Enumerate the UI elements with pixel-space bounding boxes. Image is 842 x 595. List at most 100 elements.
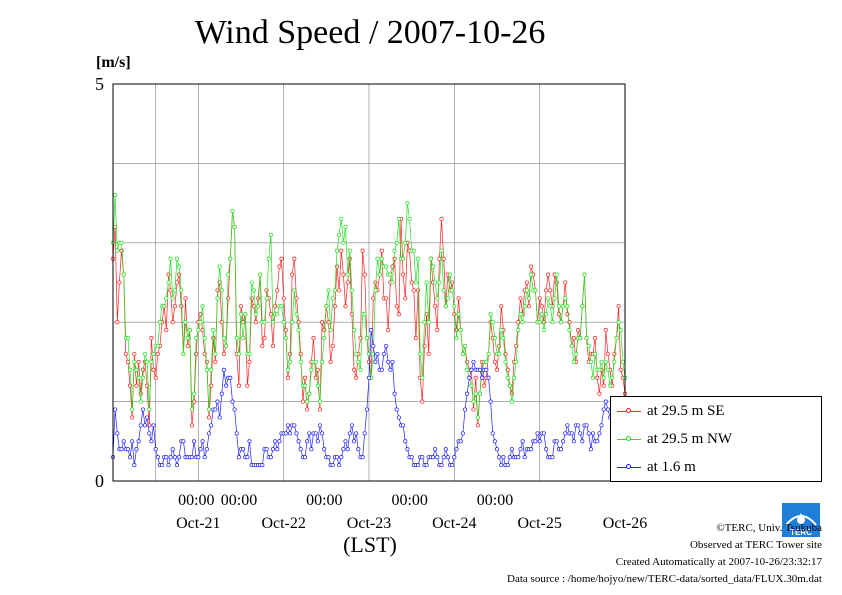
- data-point-low: [192, 439, 197, 444]
- data-point-nw: [435, 296, 440, 301]
- data-point-low: [565, 423, 570, 428]
- data-point-nw: [347, 248, 352, 253]
- data-point-nw: [418, 351, 423, 357]
- data-point-low: [563, 431, 568, 436]
- data-point-nw: [275, 312, 280, 317]
- data-point-se: [206, 415, 212, 420]
- data-point-low: [465, 391, 470, 396]
- data-point-se: [554, 280, 559, 285]
- x-tick-date-label: Oct-26: [603, 515, 647, 532]
- data-point-nw: [226, 272, 231, 277]
- data-point-nw: [285, 367, 290, 372]
- data-point-nw: [215, 296, 220, 301]
- data-point-nw: [253, 312, 258, 317]
- data-point-nw: [362, 312, 367, 317]
- data-point-se: [236, 383, 241, 388]
- data-point-low: [535, 431, 540, 436]
- data-point-low: [334, 455, 340, 460]
- data-point-low: [305, 439, 310, 444]
- data-point-low: [507, 455, 512, 460]
- data-point-se: [300, 399, 305, 404]
- data-point-low: [520, 439, 525, 444]
- data-point-nw: [546, 296, 551, 301]
- data-point-nw: [202, 336, 207, 341]
- data-point-nw: [145, 359, 150, 364]
- data-point-low: [221, 367, 226, 372]
- data-point-nw: [132, 359, 137, 364]
- data-point-se: [136, 359, 141, 364]
- data-point-se: [347, 256, 352, 261]
- data-point-nw: [204, 367, 209, 372]
- data-point-nw: [505, 375, 510, 380]
- data-point-se: [149, 336, 154, 341]
- data-point-se: [275, 288, 280, 293]
- data-point-low: [189, 455, 194, 460]
- data-point-nw: [477, 391, 482, 396]
- data-point-low: [379, 367, 384, 372]
- data-point-low: [554, 439, 559, 444]
- data-point-nw: [582, 272, 587, 277]
- data-point-nw: [209, 367, 214, 372]
- data-point-low: [128, 455, 133, 460]
- data-point-nw: [234, 336, 239, 341]
- data-point-se: [529, 264, 534, 269]
- data-point-se: [337, 288, 342, 293]
- data-point-low: [561, 439, 566, 444]
- data-point-low: [480, 375, 485, 380]
- data-point-nw: [569, 343, 574, 349]
- data-point-low: [403, 439, 408, 444]
- data-point-nw: [552, 296, 557, 301]
- footer-observed: Observed at TERC Tower site: [689, 539, 822, 551]
- data-point-low: [501, 455, 506, 460]
- data-point-nw: [488, 312, 493, 317]
- data-point-low: [597, 431, 602, 436]
- data-point-low: [245, 455, 250, 460]
- data-point-nw: [128, 367, 133, 372]
- data-point-low: [586, 431, 591, 436]
- data-point-se: [330, 343, 335, 349]
- data-point-se: [185, 343, 190, 349]
- x-tick-time-label: 00:00: [477, 492, 513, 509]
- data-point-nw: [586, 343, 591, 349]
- data-point-nw: [448, 272, 453, 277]
- data-point-low: [460, 431, 465, 436]
- data-point-low: [273, 439, 278, 444]
- data-point-nw: [189, 407, 194, 412]
- data-point-nw: [279, 304, 284, 309]
- data-point-se: [268, 312, 273, 317]
- data-point-nw: [149, 359, 154, 364]
- data-point-se: [326, 320, 331, 325]
- data-point-nw: [170, 296, 175, 301]
- data-point-low: [349, 423, 354, 428]
- data-point-nw: [166, 280, 171, 285]
- data-point-nw: [516, 328, 521, 333]
- data-point-nw: [450, 288, 455, 293]
- data-point-nw: [416, 256, 421, 261]
- data-point-low: [420, 455, 425, 460]
- data-point-nw: [509, 399, 514, 404]
- data-point-low: [142, 423, 148, 428]
- data-point-low: [302, 455, 308, 460]
- data-point-nw: [130, 407, 135, 412]
- data-point-low: [153, 447, 158, 452]
- data-point-nw: [332, 288, 337, 293]
- data-point-low: [134, 447, 139, 452]
- data-point-low: [364, 407, 369, 412]
- data-point-se: [172, 304, 177, 309]
- data-point-se: [503, 351, 508, 357]
- data-point-nw: [492, 336, 497, 341]
- data-point-nw: [206, 407, 212, 412]
- data-point-low: [599, 423, 604, 428]
- data-point-low: [339, 455, 344, 460]
- data-point-nw: [194, 336, 199, 341]
- data-point-nw: [119, 240, 124, 245]
- data-point-se: [221, 351, 226, 357]
- data-point-nw: [616, 320, 621, 325]
- data-point-nw: [294, 312, 299, 317]
- data-point-low: [213, 407, 218, 412]
- data-point-low: [119, 447, 124, 452]
- data-point-low: [204, 447, 209, 452]
- data-point-se: [322, 328, 327, 333]
- data-point-nw: [501, 336, 506, 341]
- data-point-nw: [266, 256, 271, 261]
